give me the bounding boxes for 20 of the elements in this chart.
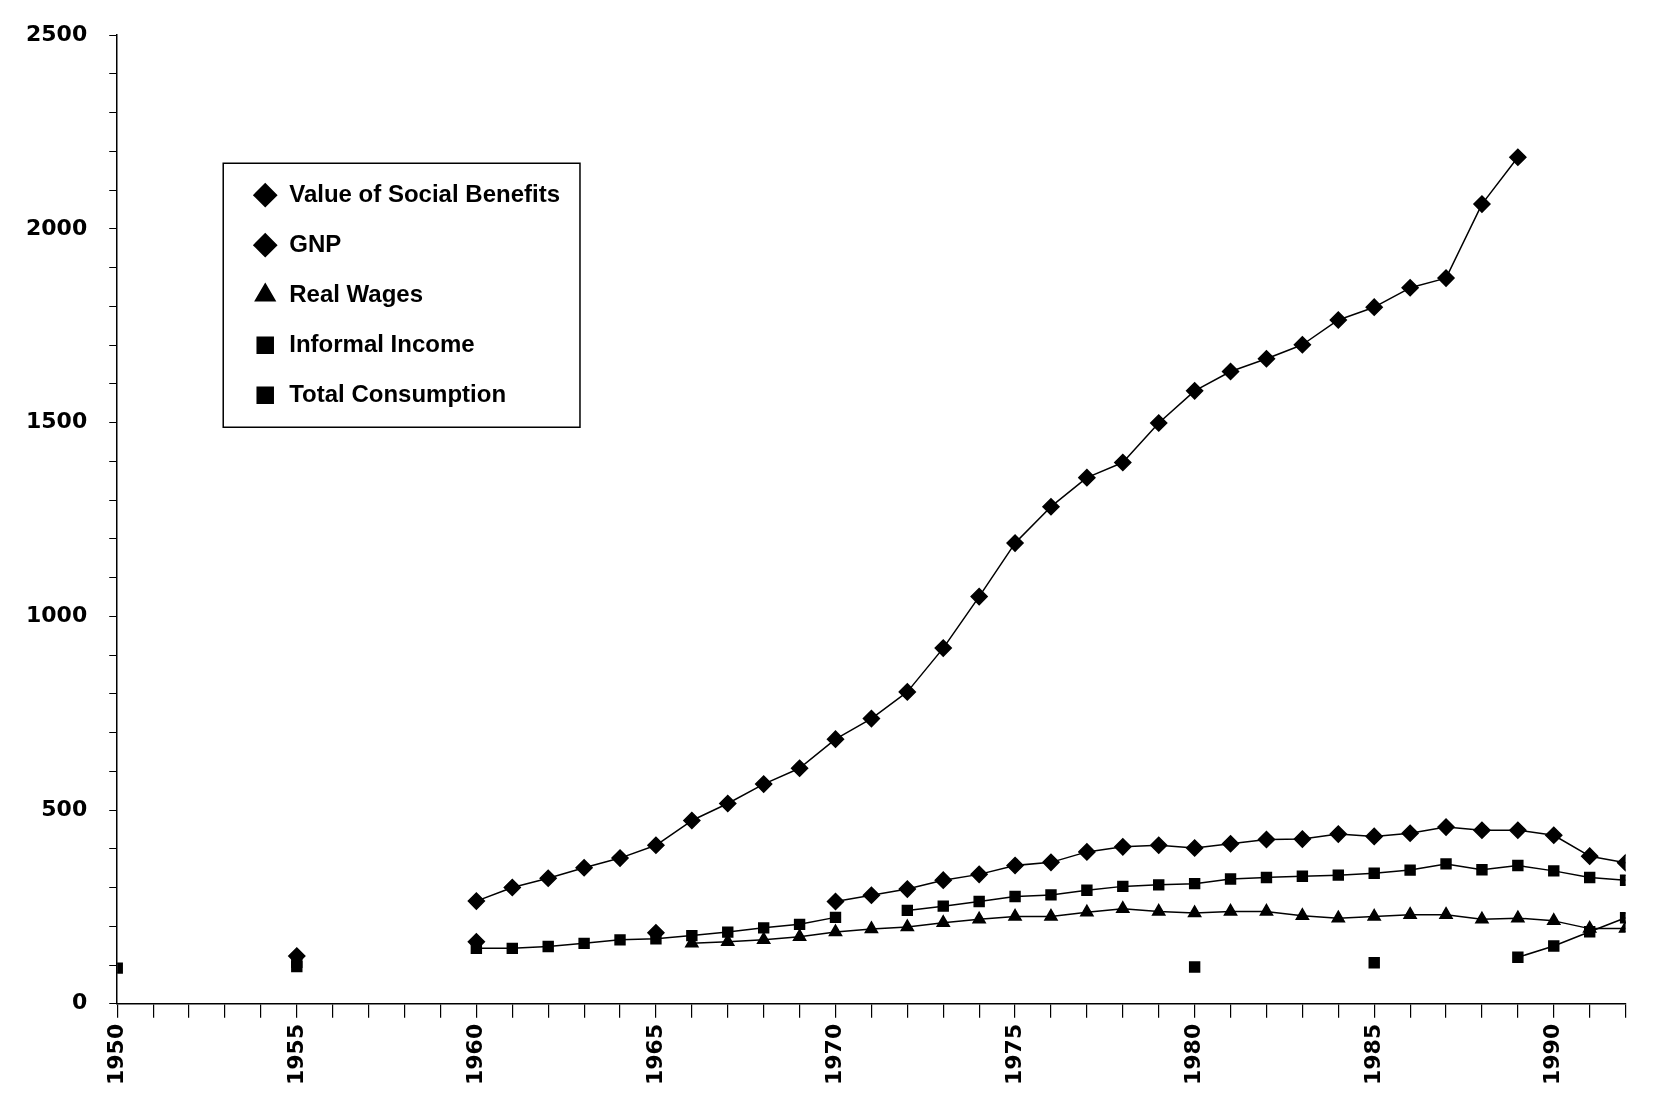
- legend-label: Value of Social Benefits: [289, 179, 560, 207]
- legend-label: GNP: [289, 229, 342, 257]
- y-tick-label: 0: [71, 989, 88, 1015]
- legend-label: Informal Income: [289, 329, 475, 357]
- y-tick-label: 2500: [26, 20, 88, 46]
- y-tick-label: 1000: [26, 602, 88, 628]
- x-tick-label: 1975: [1000, 1023, 1026, 1085]
- x-tick-label: 1960: [462, 1023, 488, 1085]
- x-tick-label: 1980: [1180, 1023, 1206, 1085]
- x-tick-label: 1965: [641, 1023, 667, 1085]
- y-tick-label: 1500: [26, 408, 88, 434]
- x-tick-label: 1970: [821, 1023, 847, 1085]
- y-tick-label: 2000: [26, 214, 88, 240]
- y-tick-label: 500: [41, 795, 88, 821]
- legend-label: Total Consumption: [289, 379, 507, 407]
- x-tick-label: 1990: [1539, 1023, 1565, 1085]
- x-tick-label: 1985: [1359, 1023, 1385, 1085]
- x-tick-label: 1950: [102, 1023, 128, 1085]
- legend-label: Real Wages: [289, 279, 424, 307]
- x-tick-label: 1955: [282, 1023, 308, 1085]
